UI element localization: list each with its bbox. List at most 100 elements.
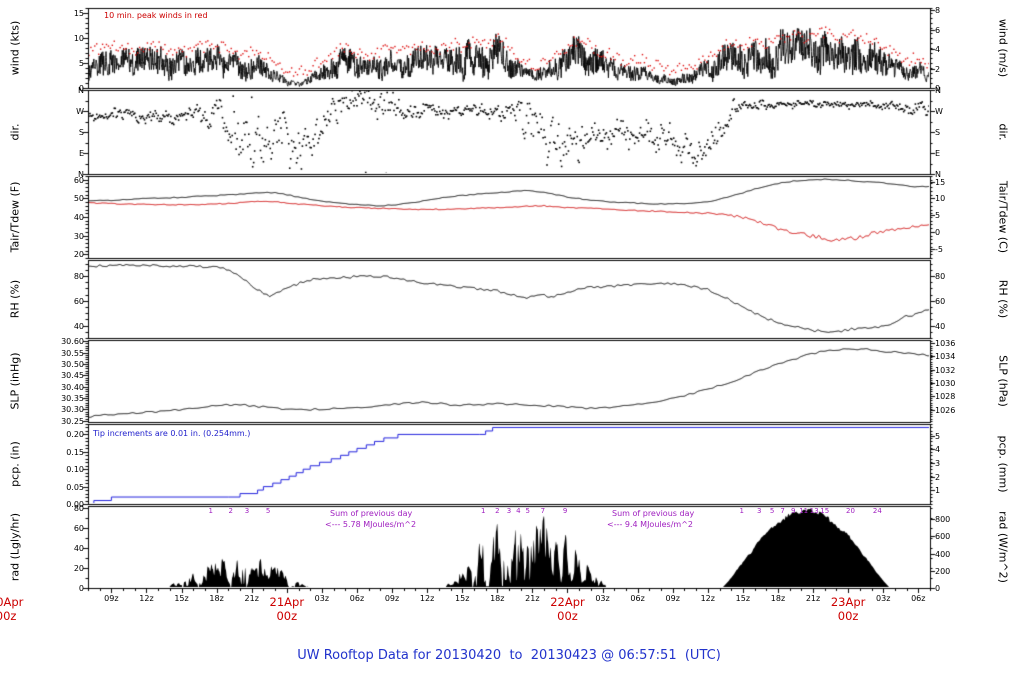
- y-tick-label: 0.05: [66, 483, 84, 492]
- y-tick-label: 600: [935, 532, 951, 541]
- day-label-time: 00z: [837, 609, 859, 623]
- y-tick-label: S: [78, 128, 84, 137]
- day-label-date: 21Apr: [269, 595, 305, 609]
- x-tick-label: 09z: [384, 594, 400, 603]
- y-tick-label: 0: [935, 84, 941, 93]
- y-tick-label: E: [78, 149, 84, 158]
- x-tick-label: 03z: [876, 594, 891, 603]
- rad-cumulative-mark: 3: [757, 507, 762, 515]
- y-tick-label: 20: [73, 564, 84, 573]
- y-tick-label: 1026: [935, 406, 956, 415]
- day-label-date: 22Apr: [550, 595, 585, 609]
- day-label-time: 00z: [276, 609, 298, 623]
- x-tick-label: 12z: [139, 594, 154, 603]
- day-label-time: 00z: [557, 609, 578, 623]
- axis-title-right-slp: SLP (hPa): [996, 355, 1010, 407]
- y-tick-label: 30: [73, 232, 84, 241]
- rad-cumulative-mark: 1: [208, 507, 214, 515]
- x-tick-label: 12z: [419, 594, 435, 603]
- wind-peak-note: 10 min. peak winds in red: [104, 11, 208, 20]
- rad-sum1-title: Sum of previous day: [330, 509, 413, 518]
- y-tick-label: 0: [935, 584, 941, 593]
- x-tick-label: 15z: [455, 594, 470, 603]
- y-tick-label: 0: [78, 84, 84, 93]
- axis-title-left-pcp: pcp. (in): [8, 441, 22, 487]
- y-tick-label: 10: [73, 34, 84, 43]
- x-tick-label: 15z: [735, 594, 751, 603]
- y-tick-label: 6: [935, 26, 941, 35]
- y-tick-label: N: [935, 170, 941, 179]
- y-tick-label: N: [78, 170, 84, 179]
- axis-title-left-temp: Tair/Tdew (F): [8, 181, 22, 253]
- x-tick-label: 03z: [314, 594, 330, 603]
- y-tick-label: 30.45: [61, 371, 84, 380]
- rad-cumulative-mark: 5: [265, 507, 271, 515]
- rad-sum2-value: <--- 9.4 MJoules/m^2: [607, 520, 693, 529]
- rad-cumulative-mark: 7: [540, 507, 546, 515]
- y-tick-label: 20: [73, 250, 84, 259]
- y-tick-label: 60: [73, 297, 84, 306]
- axis-title-right-pcp: pcp. (mm): [996, 435, 1010, 493]
- x-tick-label: 15z: [174, 594, 189, 603]
- y-tick-label: 40: [935, 322, 946, 331]
- rad-cumulative-mark: 5: [525, 507, 530, 515]
- rad-sum1-value: <--- 5.78 MJoules/m^2: [325, 520, 417, 529]
- x-tick-label: 06z: [349, 594, 365, 603]
- rad-cumulative-mark: 20: [846, 507, 855, 515]
- y-tick-label: 2: [935, 473, 941, 482]
- y-tick-label: 0.00: [66, 500, 84, 509]
- y-tick-label: 0.10: [66, 465, 84, 474]
- y-tick-label: 2: [935, 65, 941, 74]
- y-tick-label: 80: [73, 272, 84, 281]
- y-tick-label: 5: [78, 59, 84, 68]
- y-tick-label: N: [935, 86, 941, 95]
- y-tick-label: 30.50: [61, 360, 84, 369]
- x-tick-label: 18z: [770, 594, 786, 603]
- y-tick-label: 4: [935, 445, 941, 454]
- axis-title-right-temp: Tair/Tdew (C): [996, 180, 1010, 254]
- x-tick-label: 21z: [525, 594, 540, 603]
- rad-cumulative-mark: 9: [790, 507, 796, 515]
- rad-cumulative-mark: 7: [780, 507, 785, 515]
- rad-cumulative-mark: 2: [228, 507, 233, 515]
- y-tick-label: 800: [935, 515, 951, 524]
- day-label-date: 23Apr: [830, 595, 866, 609]
- y-tick-label: 30.25: [61, 417, 84, 426]
- rad-sum2-title: Sum of previous day: [612, 509, 695, 518]
- y-tick-label: 5: [935, 432, 941, 441]
- y-tick-label: 3: [935, 459, 941, 468]
- y-tick-label: 80: [73, 504, 84, 513]
- y-tick-label: 0: [935, 228, 941, 237]
- x-tick-label: 21z: [244, 594, 259, 603]
- y-tick-label: 0: [78, 584, 84, 593]
- y-tick-label: 1034: [935, 352, 956, 361]
- y-tick-label: S: [935, 128, 941, 137]
- rad-cumulative-mark: 13: [809, 507, 819, 515]
- y-tick-label: 1032: [935, 366, 956, 375]
- x-tick-label: 03z: [595, 594, 610, 603]
- x-tick-label: 18z: [209, 594, 224, 603]
- y-tick-label: 40: [73, 544, 84, 553]
- x-tick-label: 09z: [104, 594, 119, 603]
- y-tick-label: 8: [935, 6, 941, 15]
- axis-title-left-rad: rad (Lgly/hr): [8, 512, 22, 582]
- axis-title-left-rh: RH (%): [8, 279, 22, 319]
- y-tick-label: 1036: [935, 339, 956, 348]
- y-tick-label: 15: [935, 178, 946, 187]
- rad-cumulative-mark: 5: [769, 507, 775, 515]
- rad-cumulative-mark: 9: [562, 507, 568, 515]
- axis-title-left-slp: SLP (inHg): [8, 352, 22, 410]
- y-tick-label: 5: [935, 211, 941, 220]
- rad-cumulative-mark: 3: [506, 507, 512, 515]
- y-tick-label: 400: [935, 550, 951, 559]
- rad-cumulative-mark: 1: [481, 507, 486, 515]
- y-tick-label: 50: [73, 194, 84, 203]
- day-label-date: 20Apr: [0, 595, 24, 609]
- y-tick-label: W: [76, 107, 84, 116]
- y-tick-label: E: [935, 149, 941, 158]
- rad-cumulative-mark: 15: [820, 507, 830, 515]
- axis-title-left-wind: wind (kts): [8, 20, 22, 76]
- y-tick-label: -5: [935, 245, 943, 254]
- x-tick-label: 12z: [700, 594, 715, 603]
